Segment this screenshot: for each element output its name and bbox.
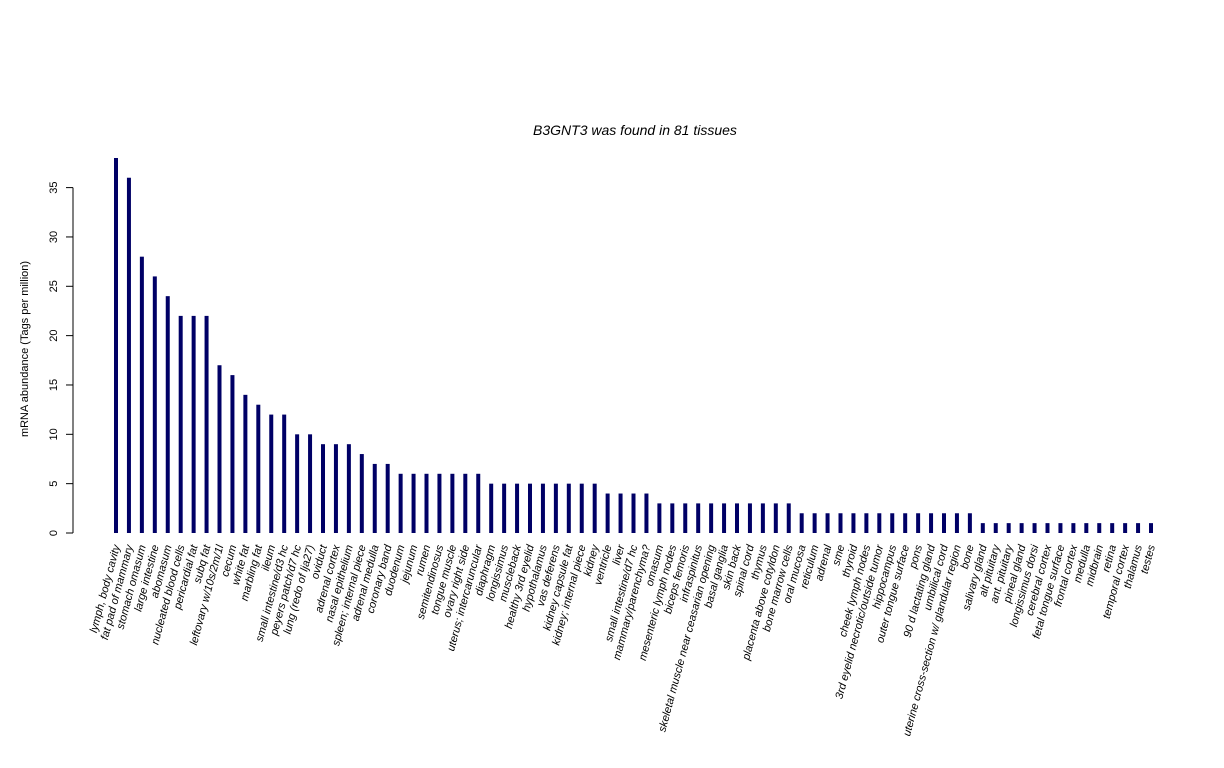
bar [967, 513, 972, 533]
bar [605, 493, 610, 533]
bar [230, 375, 235, 533]
bar [1045, 523, 1050, 533]
bars [114, 158, 1153, 534]
bar [437, 473, 442, 533]
chart-title: B3GNT3 was found in 81 tissues [533, 122, 737, 138]
bar [890, 513, 895, 533]
bar [618, 493, 623, 533]
bar [463, 473, 468, 533]
bar [1136, 523, 1141, 533]
bar [165, 296, 170, 533]
bar [152, 276, 157, 533]
bar [346, 444, 351, 533]
bar [515, 483, 520, 533]
bar [126, 177, 131, 534]
bar [502, 483, 507, 533]
bar [864, 513, 869, 533]
bar [191, 315, 196, 533]
bar [540, 483, 545, 533]
bar [321, 444, 325, 533]
x-tick-label: sme [830, 544, 847, 567]
bar [359, 454, 364, 533]
bar [631, 493, 636, 533]
bar [799, 513, 804, 533]
bar [1071, 523, 1076, 533]
bar [489, 483, 494, 533]
y-axis-label: mRNA abundance (Tags per million) [19, 261, 31, 437]
y-tick-label: 0 [48, 530, 60, 536]
bar [683, 503, 688, 533]
y-tick-label: 30 [48, 231, 60, 243]
bar [735, 503, 739, 533]
bar [256, 404, 261, 533]
bar [786, 503, 791, 533]
bar [411, 473, 416, 533]
y-tick-label: 20 [48, 330, 60, 342]
y-tick-label: 15 [48, 379, 60, 391]
bar [217, 365, 222, 533]
bar [295, 434, 300, 533]
bar [282, 414, 287, 533]
bar [838, 513, 843, 533]
bar [993, 523, 998, 533]
bar [1006, 523, 1011, 533]
bar [812, 513, 817, 533]
bar [1149, 523, 1153, 533]
bar [1097, 523, 1102, 533]
y-axis: 0 5 10 15 20 25 30 35 [48, 181, 74, 536]
bar [942, 513, 946, 533]
bar [269, 414, 274, 533]
bar [528, 483, 532, 533]
bar [1084, 523, 1089, 533]
bar [903, 513, 908, 533]
bar [851, 513, 856, 533]
bar [825, 513, 830, 533]
bar [579, 483, 584, 533]
bar [929, 513, 934, 533]
bar [747, 503, 752, 533]
bar [385, 463, 390, 533]
bar [178, 315, 183, 533]
y-tick-label: 35 [48, 181, 60, 193]
bar [1019, 523, 1024, 533]
bar [696, 503, 701, 533]
bar [916, 513, 921, 533]
bar [773, 503, 778, 533]
bar [644, 493, 649, 533]
bar [139, 256, 144, 533]
bar [954, 513, 959, 533]
bar [1123, 523, 1128, 533]
bar [877, 513, 882, 533]
bar [592, 483, 597, 533]
bar [1058, 523, 1063, 533]
bar [204, 315, 209, 533]
bar [709, 503, 714, 533]
bar [553, 483, 558, 533]
bar [308, 434, 313, 533]
bar [372, 463, 377, 533]
bar [566, 483, 571, 533]
bar [1110, 523, 1115, 533]
bar [670, 503, 675, 533]
bar [1032, 523, 1037, 533]
bar [980, 523, 985, 533]
bar [450, 473, 455, 533]
y-tick-label: 10 [48, 428, 60, 440]
bar [398, 473, 403, 533]
y-tick-label: 5 [48, 481, 60, 487]
bar [114, 158, 118, 533]
y-tick-label: 25 [48, 280, 60, 292]
bar [760, 503, 765, 533]
bar [243, 394, 248, 533]
x-tick-label: liver [611, 542, 628, 566]
bar [476, 473, 481, 533]
bar [424, 473, 429, 533]
bar [722, 503, 727, 533]
bar [657, 503, 662, 533]
bar [333, 444, 338, 533]
